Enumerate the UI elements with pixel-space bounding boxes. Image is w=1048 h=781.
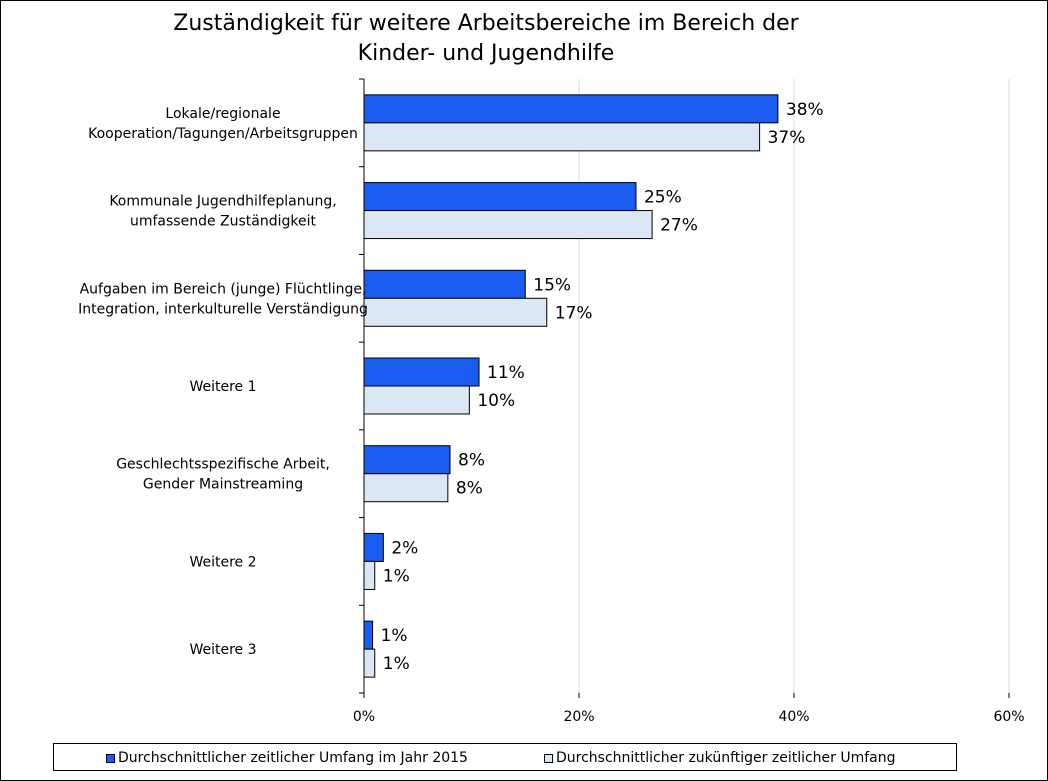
category-label-3-line-2: Integration, interkulturelle Verständigu… — [78, 301, 368, 317]
value-label-s1-c2: 25% — [644, 188, 682, 208]
value-label-s1-c6: 2% — [391, 538, 418, 558]
value-label-s1-c5: 8% — [458, 451, 485, 471]
value-label-s2-c1: 37% — [768, 128, 806, 148]
bar-s2-c1 — [363, 122, 761, 152]
value-label-s2-c7: 1% — [383, 654, 410, 674]
category-label-2-line-2: umfassende Zuständigkeit — [130, 214, 317, 230]
bar-s1-c7 — [363, 620, 374, 650]
value-label-s2-c2: 27% — [660, 216, 698, 236]
bar-s2-c7 — [363, 648, 376, 678]
legend-label-2015: Durchschnittlicher zeitlicher Umfang im … — [118, 750, 468, 766]
chart-legend: Durchschnittlicher zeitlicher Umfang im … — [53, 743, 957, 771]
chart-title-line-2: Kinder- und Jugendhilfe — [357, 41, 615, 66]
chart-title-line-1: Zuständigkeit für weitere Arbeitsbereich… — [173, 11, 799, 36]
legend-item-future: Durchschnittlicher zukünftiger zeitliche… — [544, 750, 896, 766]
value-label-s1-c4: 11% — [487, 363, 525, 383]
bar-s1-c2 — [363, 182, 637, 212]
value-label-s2-c6: 1% — [383, 566, 410, 586]
bar-s1-c3 — [363, 269, 526, 299]
bar-chart: 0% 20% 40% 60% 38% 37% Lokale/regionale Koopera… — [78, 78, 1025, 725]
x-tick-label-0: 0% — [353, 709, 375, 725]
x-tick-label-2: 40% — [778, 709, 809, 725]
bar-s2-c4 — [363, 385, 470, 415]
legend-label-future: Durchschnittlicher zukünftiger zeitliche… — [556, 750, 896, 766]
bar-s2-c5 — [363, 473, 449, 503]
legend-swatch-2015 — [106, 753, 115, 763]
value-label-s1-c7: 1% — [381, 626, 408, 646]
category-label-6-line-1: Weitere 2 — [189, 554, 256, 570]
chart-title: Zuständigkeit für weitere Arbeitsbereich… — [1, 9, 971, 69]
bar-s2-c2 — [363, 210, 653, 240]
bar-s2-c6 — [363, 560, 376, 590]
value-label-s2-c4: 10% — [477, 391, 515, 411]
category-label-5-line-1: Geschlechtsspezifische Arbeit, — [116, 457, 330, 473]
x-tick-label-3: 60% — [993, 709, 1024, 725]
value-label-s1-c1: 38% — [786, 100, 824, 120]
category-label-3-line-1: Aufgaben im Bereich (junge) Flüchtlinge, — [80, 281, 367, 297]
bar-s2-c3 — [363, 297, 548, 327]
category-label-4-line-1: Weitere 1 — [189, 379, 256, 395]
x-tick-label-1: 20% — [563, 709, 594, 725]
category-label-1-line-2: Kooperation/Tagungen/Arbeitsgruppen — [88, 126, 358, 142]
value-label-s2-c5: 8% — [456, 479, 483, 499]
value-label-s1-c3: 15% — [533, 275, 571, 295]
value-label-s2-c3: 17% — [555, 303, 593, 323]
bar-s1-c5 — [363, 445, 451, 475]
category-label-5-line-2: Gender Mainstreaming — [143, 477, 303, 493]
bar-s1-c6 — [363, 532, 384, 562]
legend-swatch-future — [544, 753, 553, 763]
bar-s1-c4 — [363, 357, 480, 387]
legend-item-2015: Durchschnittlicher zeitlicher Umfang im … — [106, 750, 468, 766]
category-label-1-line-1: Lokale/regionale — [165, 106, 280, 122]
bar-s1-c1 — [363, 94, 779, 124]
category-label-2-line-1: Kommunale Jugendhilfeplanung, — [109, 194, 336, 210]
category-label-7-line-1: Weitere 3 — [189, 642, 256, 658]
